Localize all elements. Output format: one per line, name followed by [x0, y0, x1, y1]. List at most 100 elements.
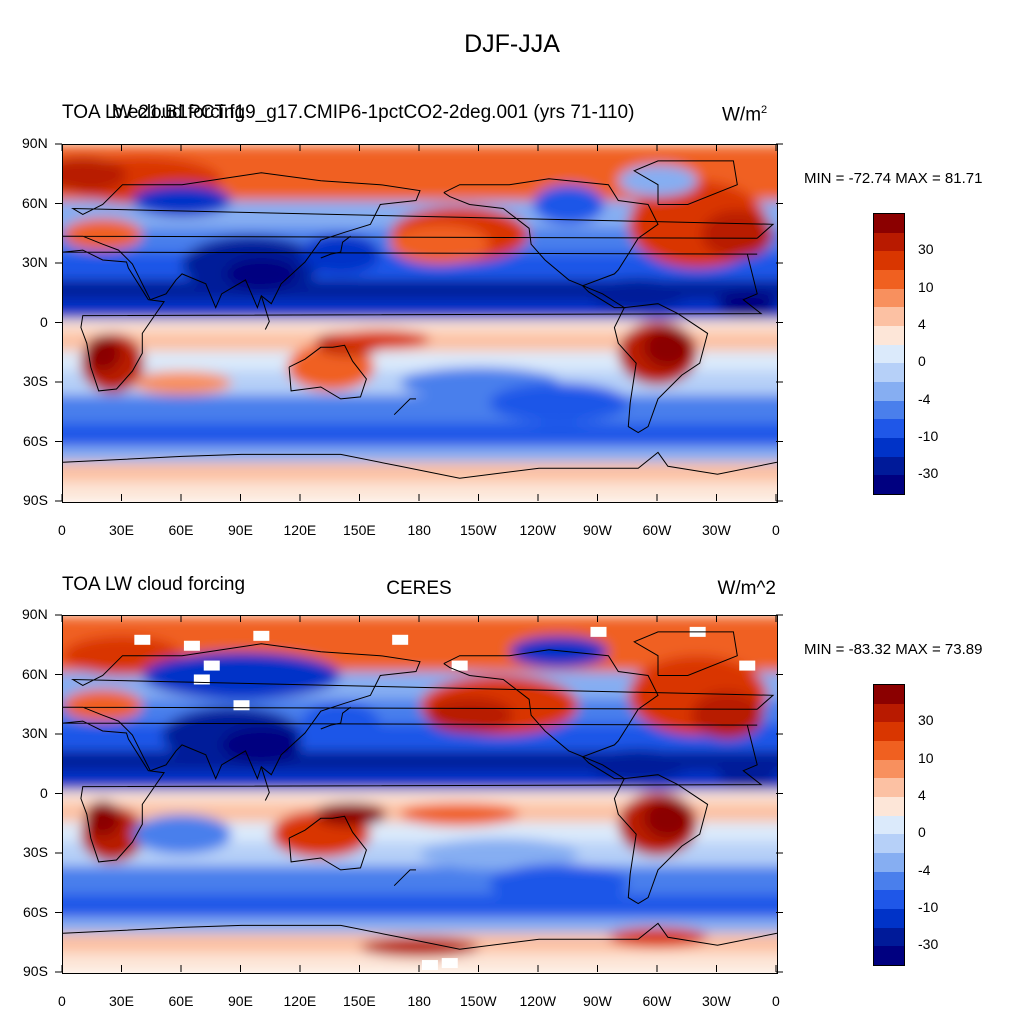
- missing-data-cell: [590, 626, 607, 637]
- colorbar-label: 0: [918, 824, 926, 841]
- panel-1-case-title: b.e21.B1PCT.f19_g17.CMIP6-1pctCO2-2deg.0…: [112, 102, 635, 123]
- x-tick-label: 180: [407, 522, 431, 538]
- field-anomaly: [132, 814, 232, 854]
- zonal-band: [63, 893, 777, 918]
- x-tick-label: 150W: [460, 993, 497, 1009]
- y-tick-label: 90N: [22, 135, 48, 151]
- x-tick-label: 150E: [343, 522, 376, 538]
- x-tick-label: 90E: [228, 522, 253, 538]
- colorbar-segment: [874, 740, 904, 760]
- panel-1-variable-title: TOA LW cloud forcing: [62, 102, 246, 123]
- panel-2-colorbar: [873, 684, 905, 966]
- field-anomaly: [489, 383, 629, 423]
- coastline: [320, 235, 351, 259]
- y-tick-label: 30N: [22, 725, 48, 741]
- colorbar-segment: [874, 307, 904, 326]
- x-tick-label: 90W: [583, 522, 612, 538]
- missing-data-cell: [193, 674, 210, 685]
- zonal-band: [63, 917, 777, 934]
- missing-data-cell: [203, 660, 220, 671]
- coastline: [443, 649, 659, 780]
- zonal-band: [63, 790, 777, 803]
- missing-data-cell: [739, 660, 756, 671]
- field-anomaly: [287, 343, 375, 391]
- x-tick-label: 30E: [109, 993, 134, 1009]
- coastline: [63, 172, 775, 310]
- colorbar-label: -30: [918, 936, 939, 953]
- field-anomaly: [63, 689, 143, 722]
- colorbar-label: 4: [918, 787, 926, 803]
- x-tick-label: 30W: [702, 993, 731, 1009]
- field-anomaly: [225, 258, 298, 290]
- colorbar-segment: [874, 214, 904, 233]
- x-tick-label: 0: [58, 522, 66, 538]
- field-anomaly: [84, 335, 121, 372]
- colorbar-segment: [874, 834, 904, 853]
- colorbar-label: 4: [918, 316, 926, 332]
- colorbar-segment: [874, 232, 904, 252]
- panel-2-variable-title: TOA LW cloud forcing: [62, 574, 246, 595]
- coastline: [63, 720, 763, 863]
- colorbar-segment: [874, 437, 904, 457]
- coastline: [320, 706, 351, 730]
- missing-data-cell: [183, 640, 200, 651]
- field-anomaly: [314, 802, 387, 827]
- x-tick-label: 0: [772, 993, 780, 1009]
- coastline: [288, 815, 367, 871]
- colorbar-segment: [874, 759, 904, 779]
- field-anomaly: [588, 277, 688, 310]
- panel-1-colorbar: [873, 213, 905, 495]
- field-anomaly: [84, 800, 121, 837]
- coastlines: [63, 631, 777, 950]
- field-anomaly: [644, 798, 692, 839]
- colorbar-segment: [874, 946, 904, 965]
- colorbar-label: -4: [918, 390, 931, 407]
- x-tick-label: 30W: [702, 522, 731, 538]
- zonal-band: [63, 422, 777, 447]
- panel-2-map: [62, 615, 778, 974]
- colorbar-segment: [874, 325, 904, 345]
- x-tick-label: 0: [58, 993, 66, 1009]
- colorbar-segment: [874, 778, 904, 797]
- colorbar-label: 10: [918, 278, 934, 295]
- coastlines: [63, 160, 777, 479]
- coastline: [393, 398, 416, 416]
- coastline: [633, 160, 738, 205]
- coastline: [633, 631, 738, 676]
- missing-data-cell: [134, 634, 151, 645]
- zonal-band: [63, 462, 777, 483]
- colorbar-segment: [874, 419, 904, 438]
- coastline: [393, 869, 416, 887]
- zonal-band: [63, 842, 777, 866]
- x-tick-label: 150W: [460, 522, 497, 538]
- colorbar-segment: [874, 344, 904, 364]
- zonal-band: [63, 822, 777, 843]
- field-anomaly: [142, 651, 341, 700]
- field-anomaly: [509, 635, 609, 668]
- zonal-band: [63, 446, 777, 463]
- colorbar-segment: [874, 908, 904, 928]
- y-tick-label: 60N: [22, 665, 48, 682]
- zonal-band: [63, 394, 777, 423]
- y-tick-label: 30N: [22, 254, 48, 270]
- x-tick-label: 120W: [519, 993, 557, 1009]
- x-tick-label: 180: [407, 993, 431, 1009]
- y-tick-label: 90N: [22, 606, 48, 622]
- x-tick-label: 0: [772, 522, 780, 538]
- colorbar-label: 10: [918, 749, 934, 766]
- colorbar-label: -30: [918, 465, 939, 482]
- y-tick-label: 30S: [23, 844, 48, 860]
- field-anomaly: [301, 234, 381, 274]
- field-anomaly: [608, 927, 708, 948]
- coastline: [63, 451, 777, 479]
- x-tick-label: 120W: [519, 522, 557, 538]
- y-tick-label: 60S: [23, 903, 48, 920]
- colorbar-label: -10: [918, 899, 939, 915]
- field-anomaly: [301, 701, 381, 749]
- colorbar-label: -4: [918, 861, 931, 878]
- zonal-band: [63, 953, 777, 973]
- colorbar-segment: [874, 400, 904, 420]
- field-anomaly: [489, 863, 629, 904]
- field-contours: [63, 145, 777, 502]
- coastline: [288, 344, 367, 400]
